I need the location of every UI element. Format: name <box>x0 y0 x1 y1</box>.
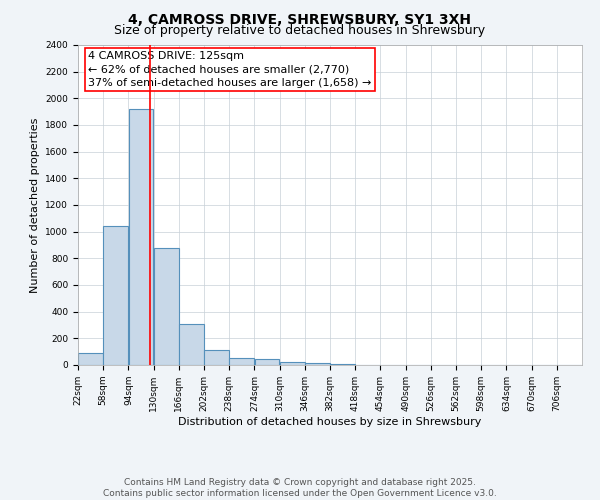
Bar <box>330 364 355 365</box>
Bar <box>78 353 103 365</box>
Bar <box>229 358 254 365</box>
Text: 4, CAMROSS DRIVE, SHREWSBURY, SY1 3XH: 4, CAMROSS DRIVE, SHREWSBURY, SY1 3XH <box>128 12 472 26</box>
Bar <box>305 363 330 365</box>
Text: 4 CAMROSS DRIVE: 125sqm
← 62% of detached houses are smaller (2,770)
37% of semi: 4 CAMROSS DRIVE: 125sqm ← 62% of detache… <box>88 52 371 88</box>
Bar <box>154 248 179 365</box>
Y-axis label: Number of detached properties: Number of detached properties <box>30 118 40 292</box>
Bar <box>179 324 204 365</box>
Text: Size of property relative to detached houses in Shrewsbury: Size of property relative to detached ho… <box>115 24 485 37</box>
Bar <box>103 226 128 365</box>
Bar <box>254 359 280 365</box>
Bar <box>280 362 305 365</box>
Bar <box>204 350 229 365</box>
X-axis label: Distribution of detached houses by size in Shrewsbury: Distribution of detached houses by size … <box>178 416 482 426</box>
Bar <box>128 109 154 365</box>
Text: Contains HM Land Registry data © Crown copyright and database right 2025.
Contai: Contains HM Land Registry data © Crown c… <box>103 478 497 498</box>
